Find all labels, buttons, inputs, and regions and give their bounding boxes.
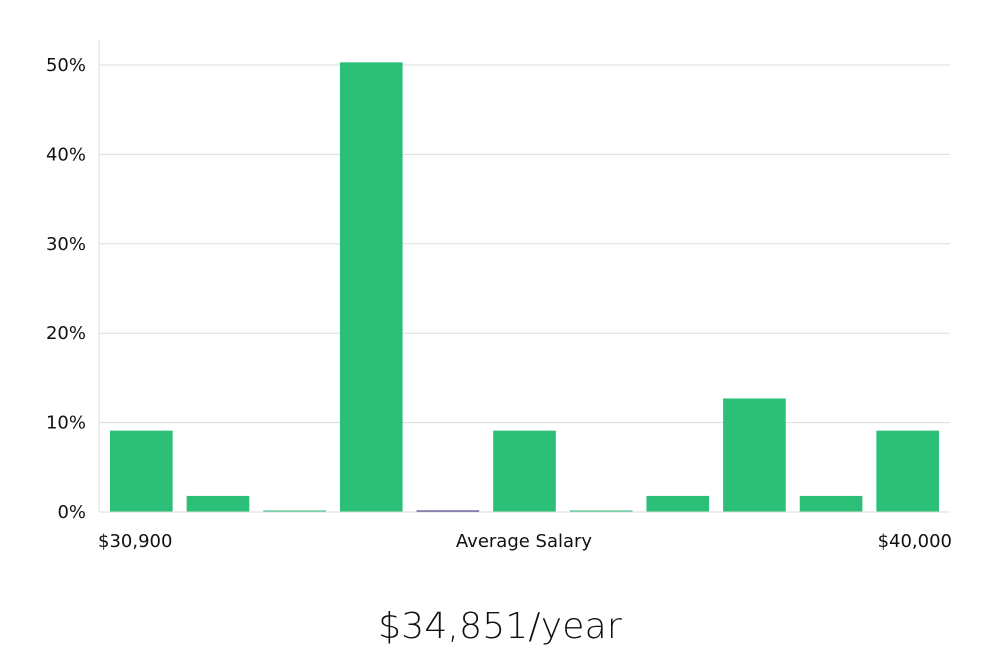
bar [799,495,863,512]
bar [569,510,633,512]
y-tick-label: 0% [57,502,86,523]
bar [110,430,173,512]
bar [263,510,326,512]
y-tick-label: 10% [46,413,86,434]
bar [646,495,710,512]
bar [339,62,403,512]
bar [876,430,939,512]
bar [186,495,250,512]
x-axis-label: Average Salary [456,531,593,552]
y-tick-label: 40% [46,144,86,165]
y-tick-label: 50% [46,55,86,76]
bar [416,510,480,512]
y-tick-labels: 0% 10% 20% 30% 40% 50% [46,55,86,523]
gridlines [99,64,950,424]
y-tick-label: 30% [46,234,86,255]
bar [493,430,556,512]
y-tick-label: 20% [46,323,86,344]
bar [723,398,786,512]
x-max-label: $40,000 [878,531,952,552]
average-salary-figure: $34,851/year [378,606,622,647]
x-min-label: $30,900 [98,531,172,552]
bars [110,62,939,512]
salary-histogram: 0% 10% 20% 30% 40% 50% $30,900 Average Salary… [46,40,952,552]
